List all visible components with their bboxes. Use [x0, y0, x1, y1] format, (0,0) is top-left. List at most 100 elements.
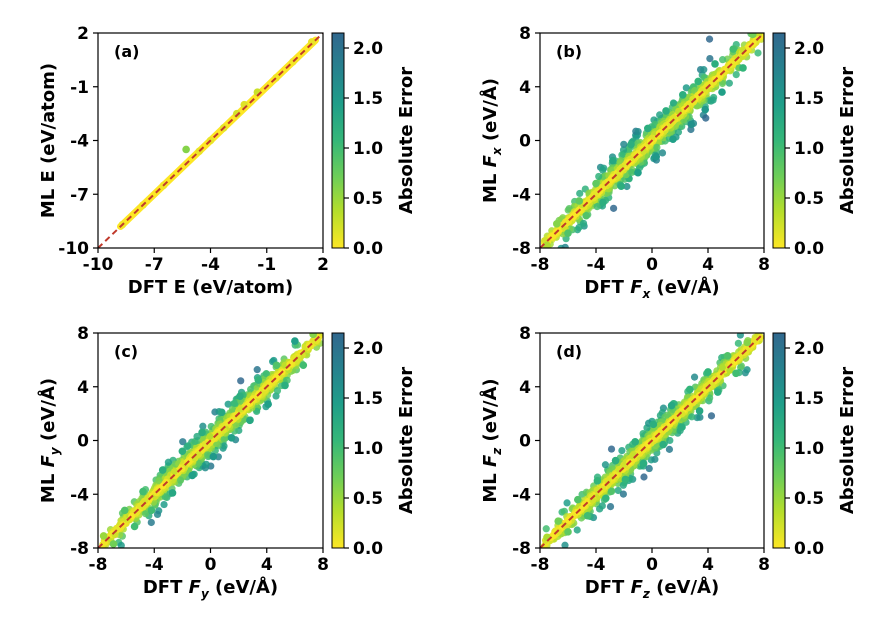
- scatter-point: [690, 373, 699, 381]
- x-label-var: F: [631, 577, 644, 598]
- panel-a: -10 -7 -4 -1 2 -10 -7 -4 -1 2 (a) DFT E (eV/atom) ML…: [38, 24, 417, 298]
- y-label-prefix: ML: [480, 167, 501, 203]
- x-tick-label: 8: [758, 555, 770, 575]
- scatter-point: [736, 333, 744, 339]
- scatter-point: [743, 338, 751, 347]
- scatter-point: [117, 541, 125, 548]
- scatter-point: [734, 339, 742, 347]
- y-tick-label: 2: [77, 24, 89, 44]
- colorbar-tick-label: 0.0: [353, 539, 383, 559]
- scatter-point: [592, 189, 600, 197]
- plot-area: [540, 33, 764, 248]
- x-label-prefix: DFT: [143, 577, 189, 598]
- scatter-point: [136, 502, 144, 510]
- colorbar-tick-label: 0.0: [794, 239, 824, 259]
- colorbar-label: Absolute Error: [396, 367, 417, 514]
- y-label-sub: x: [490, 146, 504, 156]
- scatter-point: [620, 140, 628, 148]
- scatter-point: [595, 172, 603, 181]
- scatter-point: [700, 66, 708, 74]
- y-label-unit: (eV/Å): [478, 78, 501, 147]
- y-axis-label: ML E (eV/atom): [38, 63, 59, 218]
- x-axis-label: DFT Fy (eV/Å): [143, 575, 278, 601]
- panel-label: (c): [114, 342, 138, 361]
- colorbar-tick-label: 0.5: [353, 489, 383, 509]
- y-tick-label: 8: [519, 324, 531, 344]
- y-tick-label: -4: [70, 132, 89, 152]
- scatter-point: [592, 179, 600, 188]
- scatter-point: [130, 522, 139, 531]
- y-label-var: F: [480, 154, 501, 167]
- identity-line: [540, 333, 764, 548]
- scatter-point: [669, 135, 677, 143]
- colorbar-tick-label: 1.5: [353, 89, 383, 109]
- colorbar: 0.0 0.5 1.0 1.5 2.0 Absolute Error: [772, 332, 858, 559]
- point-cloud: [540, 33, 764, 248]
- x-label-sub: z: [642, 587, 651, 601]
- y-label-var: F: [38, 454, 59, 467]
- y-tick-label: 4: [77, 378, 89, 398]
- colorbar-label: Absolute Error: [837, 367, 858, 514]
- scatter-point: [202, 460, 210, 468]
- colorbar-tick-label: 1.0: [794, 139, 824, 159]
- scatter-point: [627, 140, 635, 149]
- scatter-point: [170, 468, 178, 475]
- y-axis-label: ML Fy (eV/Å): [36, 378, 62, 503]
- colorbar-tick-label: 2.0: [794, 339, 824, 359]
- scatter-point: [618, 151, 626, 159]
- scatter-point: [667, 401, 676, 410]
- y-label-unit: (eV/Å): [36, 378, 59, 447]
- scatter-point: [209, 452, 218, 461]
- scatter-point: [628, 168, 636, 177]
- y-tick-label: -10: [58, 239, 89, 259]
- scatter-point: [201, 440, 209, 448]
- scatter-point: [147, 506, 156, 515]
- scatter-point: [553, 220, 561, 228]
- x-label-var: F: [189, 577, 202, 598]
- colorbar-tick-label: 0.5: [353, 189, 383, 209]
- colorbar-tick-label: 0.0: [353, 239, 383, 259]
- x-tick-label: -7: [145, 255, 164, 275]
- colorbar-gradient: [772, 32, 786, 249]
- x-axis-label: DFT Fx (eV/Å): [584, 275, 719, 301]
- scatter-point: [228, 405, 237, 413]
- scatter-point: [164, 458, 172, 466]
- x-tick-label: 0: [205, 555, 217, 575]
- scatter-point: [299, 361, 308, 370]
- x-label-sub: y: [201, 587, 210, 601]
- scatter-point: [645, 464, 653, 473]
- scatter-point: [253, 366, 261, 374]
- scatter-point: [254, 376, 263, 384]
- scatter-point: [576, 189, 584, 198]
- scatter-point: [575, 223, 583, 232]
- x-tick-label: 4: [261, 555, 273, 575]
- y-tick-label: 0: [519, 432, 531, 452]
- scatter-point: [555, 528, 563, 536]
- scatter-point: [707, 412, 716, 420]
- scatter-point: [582, 211, 590, 220]
- scatter-point: [601, 461, 610, 469]
- y-tick-label: 4: [519, 378, 531, 398]
- scatter-point: [684, 404, 691, 412]
- x-label-unit: (eV/Å): [650, 575, 719, 598]
- scatter-point: [718, 88, 726, 96]
- scatter-point: [644, 124, 652, 133]
- scatter-point: [656, 111, 664, 119]
- scatter-point: [607, 487, 616, 496]
- scatter-point: [704, 368, 712, 376]
- scatter-point: [599, 198, 607, 207]
- colorbar-gradient: [772, 332, 786, 549]
- scatter-point: [307, 38, 316, 46]
- scatter-point: [667, 120, 675, 128]
- scatter-point: [236, 392, 244, 400]
- colorbar-label: Absolute Error: [396, 67, 417, 214]
- y-tick-label: -8: [70, 539, 89, 559]
- scatter-point: [573, 526, 581, 534]
- x-tick-label: 2: [317, 255, 329, 275]
- scatter-point: [658, 149, 667, 157]
- scatter-point: [732, 70, 740, 79]
- scatter-point: [168, 489, 177, 497]
- scatter-point: [679, 91, 687, 99]
- scatter-point: [617, 182, 625, 190]
